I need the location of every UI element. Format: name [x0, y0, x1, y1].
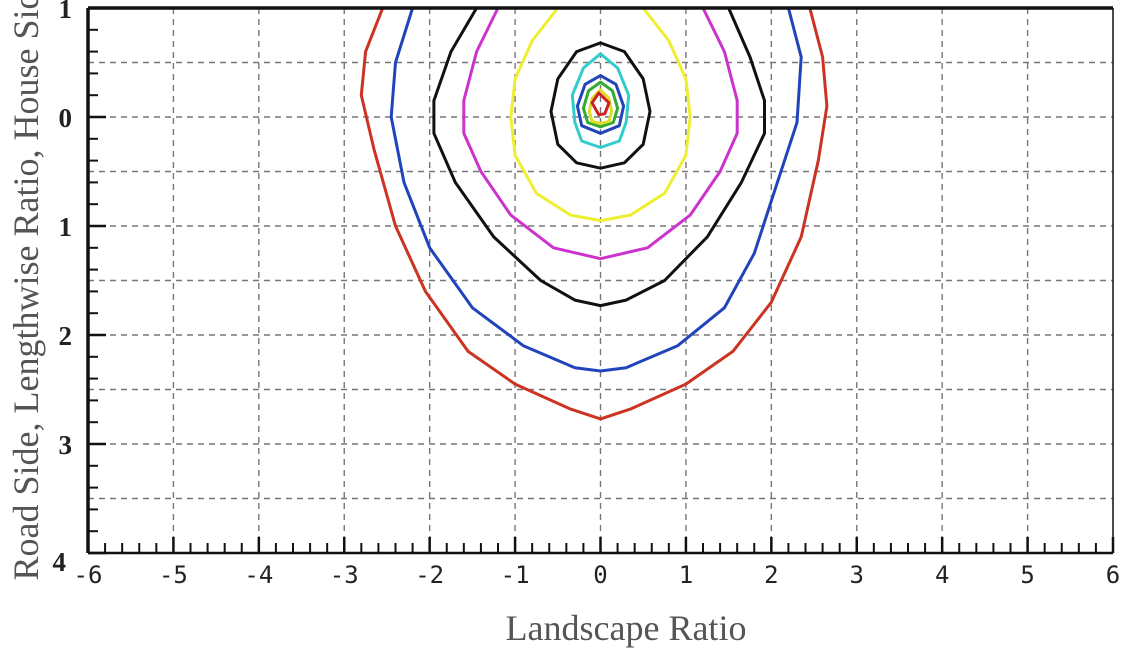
grid: [88, 8, 1113, 553]
x-axis-title: Landscape Ratio: [506, 608, 747, 648]
y-tick-label: 1: [59, 212, 73, 242]
x-tick-label: -5: [159, 561, 188, 589]
x-tick-label: -1: [501, 561, 530, 589]
contour-line: [590, 91, 611, 117]
x-tick-label: 3: [850, 561, 864, 589]
y-tick-label: 4: [53, 547, 67, 577]
contour-lines: [359, 7, 829, 421]
x-tick-label: 0: [593, 561, 607, 589]
contour-line: [359, 7, 829, 421]
x-tick-labels: -6 -5 -4 -3 -2 -1 0 1 2 3 4 5 6: [74, 561, 1121, 589]
y-tick-label: 0: [59, 103, 73, 133]
y-tick-label: 2: [59, 321, 73, 351]
x-tick-label: 5: [1020, 561, 1034, 589]
x-tick-label: -2: [415, 561, 444, 589]
y-axis-title: Road Side, Lengthwise Ratio, House Side: [6, 0, 46, 580]
x-tick-label: 6: [1106, 561, 1120, 589]
contour-line: [581, 80, 620, 129]
contour-line: [575, 74, 626, 135]
x-tick-label: 1: [679, 561, 693, 589]
y-tick-label: 3: [59, 430, 73, 460]
y-tick-labels: 1 0 1 2 3 4: [53, 0, 73, 577]
contour-line: [570, 52, 631, 149]
contour-line: [509, 7, 692, 223]
contour-line: [389, 7, 803, 373]
contour-line: [432, 7, 766, 308]
x-tick-label: -6: [74, 561, 103, 589]
x-tick-label: -4: [244, 561, 273, 589]
x-tick-label: 4: [935, 561, 949, 589]
y-tick-label: 1: [59, 0, 73, 24]
axes-frame: [86, 6, 1115, 555]
x-tick-label: 2: [764, 561, 778, 589]
contour-line: [462, 7, 739, 261]
contour-line: [549, 41, 652, 170]
x-tick-label: -3: [330, 561, 359, 589]
